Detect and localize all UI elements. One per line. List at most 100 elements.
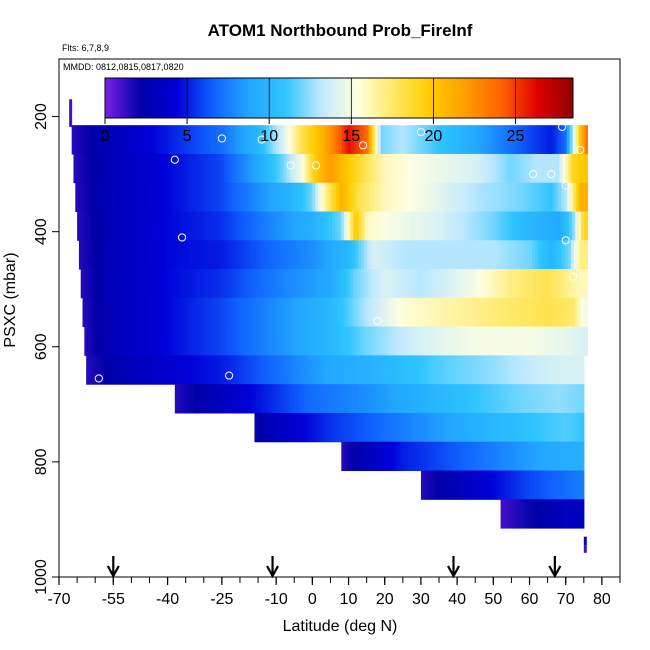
heatmap-cell: [279, 240, 284, 270]
heatmap-cell: [119, 355, 123, 385]
heatmap-cell: [325, 297, 330, 328]
heatmap-cell: [257, 269, 262, 299]
heatmap-cell: [233, 355, 237, 385]
heatmap-cell: [560, 355, 564, 385]
heatmap-cell: [296, 125, 301, 155]
heatmap-cell: [372, 182, 376, 213]
heatmap-cell: [354, 384, 359, 414]
heatmap-cell: [483, 182, 487, 213]
heatmap-cell: [508, 297, 513, 328]
heatmap-cell: [441, 182, 445, 213]
heatmap-cell: [199, 297, 204, 328]
heatmap-cell: [199, 153, 204, 184]
heatmap-cell: [371, 211, 375, 241]
heatmap-cell: [284, 211, 288, 241]
heatmap-cell: [547, 153, 552, 184]
heatmap-cell: [456, 326, 460, 356]
heatmap-layers: [71, 125, 589, 529]
heatmap-cell: [260, 355, 264, 385]
heatmap-cell: [541, 297, 546, 328]
heatmap-cell: [281, 211, 285, 241]
heatmap-cell: [459, 182, 463, 213]
heatmap-cell: [308, 211, 312, 241]
heatmap-cell: [191, 125, 196, 155]
heatmap-cell: [240, 326, 244, 356]
heatmap-cell: [357, 326, 361, 356]
heatmap-cell: [185, 125, 190, 155]
heatmap-cell: [101, 355, 105, 385]
heatmap-cell: [359, 441, 363, 472]
heatmap-cell: [84, 240, 89, 270]
heatmap-cell: [128, 355, 132, 385]
heatmap-cell: [326, 125, 331, 155]
heatmap-cell: [529, 297, 534, 328]
heatmap-cell: [524, 211, 528, 241]
flights-note: Flts: 6,7,8,9: [62, 43, 109, 53]
heatmap-cell: [420, 470, 425, 500]
heatmap-cell: [328, 297, 333, 328]
x-tick-label: -70: [47, 591, 70, 608]
heatmap-cell: [474, 326, 478, 356]
heatmap-cell: [393, 240, 398, 270]
heatmap-cell: [284, 412, 289, 443]
heatmap-cell: [424, 297, 429, 328]
heatmap-cell: [129, 182, 133, 213]
flight-marker: [529, 170, 538, 179]
heatmap-cell: [467, 269, 472, 299]
heatmap-cell: [407, 441, 411, 472]
heatmap-cell: [361, 153, 366, 184]
heatmap-cell: [249, 326, 253, 356]
heatmap-cell: [366, 384, 371, 414]
heatmap-cell: [560, 499, 565, 529]
heatmap-cell: [294, 384, 299, 414]
heatmap-cell: [176, 211, 180, 241]
heatmap-cell: [359, 125, 364, 155]
heatmap-cell: [222, 240, 227, 270]
heatmap-cell: [341, 355, 345, 385]
heatmap-cell: [191, 269, 196, 299]
heatmap-cell: [263, 412, 268, 443]
flight-marker: [557, 122, 567, 132]
heatmap-cell: [438, 182, 442, 213]
heatmap-cell: [501, 384, 506, 414]
heatmap-cell: [244, 297, 249, 328]
heatmap-cell: [134, 211, 138, 241]
heatmap-cell: [509, 499, 514, 529]
heatmap-cell: [506, 125, 511, 155]
heatmap-cell: [569, 269, 574, 299]
heatmap-cell: [224, 211, 228, 241]
heatmap-cell: [393, 384, 398, 414]
heatmap-cell: [255, 384, 260, 414]
heatmap-cell: [536, 125, 541, 155]
heatmap-cell: [436, 153, 441, 184]
heatmap-cell: [553, 153, 558, 184]
heatmap-cell: [207, 326, 211, 356]
heatmap-cell: [530, 499, 535, 529]
heatmap-cell: [203, 125, 208, 155]
heatmap-cell: [549, 384, 554, 414]
heatmap-cell: [78, 240, 83, 270]
heatmap-cell: [137, 125, 142, 155]
heatmap-cell: [405, 384, 410, 414]
heatmap-cell: [374, 355, 378, 385]
heatmap-cell: [406, 297, 411, 328]
heatmap-cell: [415, 153, 420, 184]
heatmap-cell: [527, 211, 531, 241]
heatmap-cell: [580, 297, 585, 328]
heatmap-cell: [89, 125, 94, 155]
heatmap-cell: [398, 412, 403, 443]
heatmap-cell: [312, 384, 317, 414]
heatmap-cell: [197, 125, 202, 155]
heatmap-cell: [159, 326, 163, 356]
heatmap-cell: [146, 125, 151, 155]
heatmap-cell: [187, 153, 192, 184]
heatmap-cell: [520, 297, 525, 328]
heatmap-cell: [520, 153, 525, 184]
heatmap-cell: [435, 240, 440, 270]
heatmap-cell: [332, 355, 336, 385]
heatmap-cell: [435, 182, 439, 213]
heatmap-cell: [451, 153, 456, 184]
heatmap-cell: [260, 412, 265, 443]
heatmap-cell: [518, 355, 522, 385]
heatmap-cell: [210, 182, 214, 213]
